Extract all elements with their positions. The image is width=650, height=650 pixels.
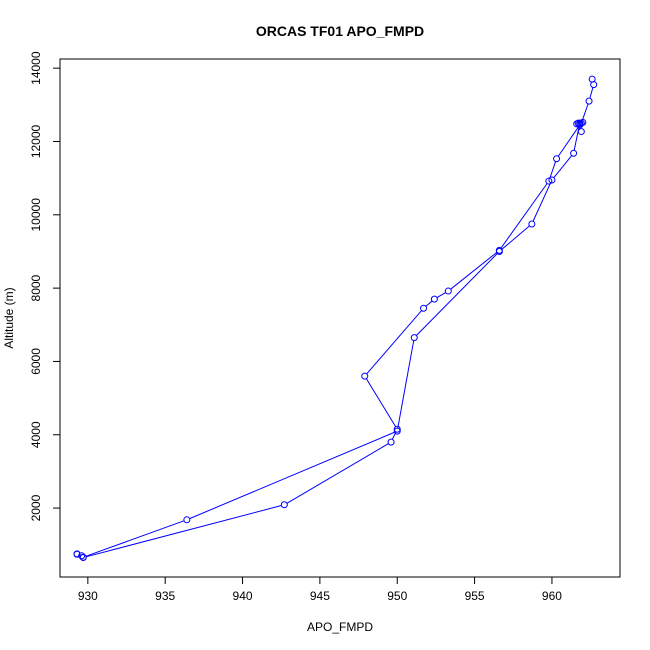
data-point bbox=[78, 552, 86, 560]
series-line-segment bbox=[189, 431, 395, 520]
data-point bbox=[393, 427, 401, 435]
series-line-segment bbox=[416, 253, 498, 336]
series-line-segment bbox=[286, 443, 389, 504]
series-line-segment bbox=[365, 378, 397, 427]
data-point bbox=[570, 149, 578, 157]
data-point bbox=[548, 176, 556, 184]
x-tick-label: 950 bbox=[387, 589, 407, 603]
series-line-segment bbox=[397, 340, 415, 429]
y-tick-label: 12000 bbox=[29, 124, 43, 158]
y-tick-label: 14000 bbox=[29, 51, 43, 85]
x-tick-label: 960 bbox=[542, 589, 562, 603]
data-point bbox=[420, 304, 428, 312]
x-tick-label: 935 bbox=[155, 589, 175, 603]
series-line-segment bbox=[85, 505, 282, 558]
data-point bbox=[579, 118, 587, 126]
y-tick-label: 2000 bbox=[29, 494, 43, 521]
data-point bbox=[495, 247, 503, 255]
y-tick-label: 4000 bbox=[29, 421, 43, 448]
x-axis: 930 935 940 945 950 955 960 bbox=[78, 576, 562, 603]
data-point bbox=[553, 155, 561, 163]
y-tick-label: 8000 bbox=[29, 274, 43, 301]
x-axis-label: APO_FMPD bbox=[307, 620, 373, 634]
series-line-segment bbox=[549, 161, 557, 179]
series-line-segment bbox=[532, 182, 552, 222]
series-line-segment bbox=[366, 310, 422, 375]
y-axis-label: Altitude (m) bbox=[2, 287, 16, 348]
data-point bbox=[577, 128, 585, 136]
y-tick-label: 6000 bbox=[29, 348, 43, 375]
data-point bbox=[410, 334, 418, 342]
data-point bbox=[280, 501, 288, 509]
x-tick-label: 945 bbox=[310, 589, 330, 603]
series-layer bbox=[73, 75, 598, 562]
x-tick-label: 930 bbox=[78, 589, 98, 603]
series-line-segment bbox=[425, 300, 433, 307]
chart-title: ORCAS TF01 APO_FMPD bbox=[256, 23, 424, 39]
series-line-segment bbox=[589, 87, 594, 99]
data-point bbox=[430, 295, 438, 303]
data-point bbox=[444, 287, 452, 295]
series-line-segment bbox=[85, 520, 185, 557]
series-line-segment bbox=[436, 292, 446, 299]
series-line-segment bbox=[450, 251, 498, 290]
data-point bbox=[387, 438, 395, 446]
series-line-segment bbox=[501, 225, 530, 250]
series-line-segment bbox=[553, 155, 573, 178]
y-axis: 2000 4000 6000 8000 10000 12000 14000 bbox=[29, 51, 61, 521]
series-line-segment bbox=[557, 127, 579, 157]
plot-frame bbox=[59, 58, 621, 578]
data-point bbox=[590, 81, 598, 89]
data-point bbox=[585, 97, 593, 105]
data-point bbox=[528, 220, 536, 228]
series-line-segment bbox=[581, 103, 589, 121]
data-point bbox=[576, 119, 584, 127]
x-tick-label: 955 bbox=[465, 589, 485, 603]
data-point bbox=[573, 120, 581, 128]
data-point bbox=[73, 550, 81, 558]
data-point bbox=[79, 553, 87, 561]
series-line-segment bbox=[500, 183, 548, 249]
data-point bbox=[361, 372, 369, 380]
x-tick-label: 940 bbox=[233, 589, 253, 603]
y-tick-label: 10000 bbox=[29, 198, 43, 232]
data-point bbox=[183, 516, 191, 524]
data-point bbox=[545, 177, 553, 185]
data-point bbox=[393, 425, 401, 433]
